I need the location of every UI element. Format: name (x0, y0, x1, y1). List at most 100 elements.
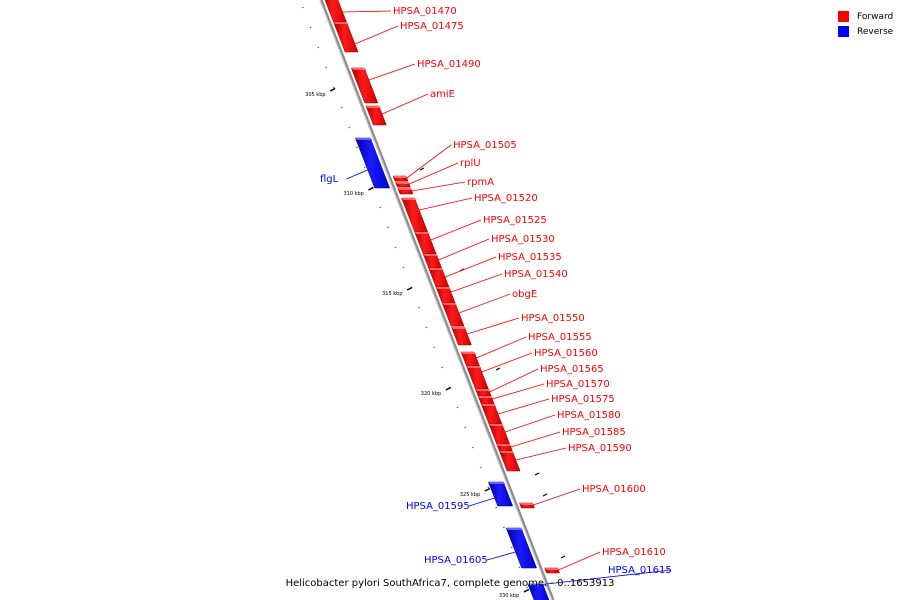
gene-feature[interactable] (422, 253, 443, 271)
minor-tick (332, 86, 335, 89)
minor-tick (510, 546, 513, 549)
minor-tick (309, 26, 312, 29)
gene-label[interactable]: HPSA_01600 (582, 484, 646, 495)
gene-leader-line (381, 93, 429, 115)
minor-tick (379, 206, 382, 209)
reverse-swatch (838, 26, 849, 37)
major-tick (445, 386, 452, 391)
minor-tick (464, 426, 467, 429)
gene-label[interactable]: rpmA (467, 177, 494, 188)
minor-tick (526, 586, 529, 589)
minor-tick (363, 166, 366, 169)
gene-leader-line (497, 398, 550, 415)
gene-label[interactable]: HPSA_01525 (483, 215, 547, 226)
major-tick (484, 487, 491, 492)
gene-label[interactable]: flgL (320, 174, 339, 185)
minor-tick (325, 66, 328, 69)
minor-tick (441, 366, 444, 369)
major-tick (406, 286, 413, 291)
gene-leader-line (438, 238, 490, 261)
gene-label[interactable]: HPSA_01570 (546, 379, 610, 390)
minor-tick (433, 346, 436, 349)
gene-leader-line (468, 497, 495, 507)
gene-label[interactable]: HPSA_01560 (534, 348, 598, 359)
gene-label[interactable]: HPSA_01610 (602, 547, 666, 558)
gene-leader-line (450, 273, 503, 293)
gene-label[interactable]: HPSA_01565 (540, 364, 604, 375)
gene-feature-shade (365, 106, 381, 108)
gene-feature-shade (499, 451, 515, 453)
gene-feature-shade (475, 389, 491, 391)
gene-label[interactable]: HPSA_01470 (393, 6, 457, 17)
gene-label[interactable]: HPSA_01615 (608, 565, 672, 576)
gene-leader-line (528, 569, 672, 587)
gene-leader-line (481, 352, 533, 373)
gene-label[interactable]: HPSA_01590 (568, 443, 632, 454)
gene-label[interactable]: amiE (430, 89, 455, 100)
minor-tick (487, 486, 490, 489)
legend-forward-label: Forward (857, 11, 894, 22)
feature-marker (560, 555, 566, 559)
gene-feature[interactable] (460, 351, 480, 367)
minor-tick (317, 46, 320, 49)
gene-feature-shade (461, 352, 477, 354)
minor-tick (502, 526, 505, 529)
genome-caption: Helicobacter pylori SouthAfrica7, comple… (285, 578, 615, 589)
gene-feature-shade (488, 424, 504, 426)
gene-feature-shade (506, 528, 524, 530)
major-tick (329, 87, 336, 92)
gene-label[interactable]: HPSA_01505 (453, 140, 517, 151)
legend-forward: Forward (838, 9, 893, 24)
gene-label[interactable]: HPSA_01475 (400, 21, 464, 32)
gene-label[interactable]: HPSA_01580 (557, 410, 621, 421)
feature-marker (542, 493, 548, 497)
gene-leader-line (368, 63, 416, 81)
gene-leader-line (533, 488, 581, 506)
gene-label[interactable]: HPSA_01530 (491, 234, 555, 245)
gene-feature-shade (397, 188, 413, 190)
legend-reverse: Reverse (838, 24, 893, 39)
minor-tick (301, 6, 304, 9)
gene-leader-line (476, 336, 527, 359)
gene-feature-shade (544, 568, 560, 570)
gene-label[interactable]: HPSA_01490 (417, 59, 481, 70)
gene-feature-shade (496, 444, 512, 446)
gene-label[interactable]: HPSA_01540 (504, 269, 568, 280)
gene-label[interactable]: HPSA_01605 (424, 555, 488, 566)
gene-feature-shade (478, 396, 494, 398)
gene-label[interactable]: HPSA_01585 (562, 427, 626, 438)
tick-label: 315 kbp (382, 291, 402, 297)
gene-feature-shade (423, 254, 439, 256)
gene-feature-shade (519, 503, 535, 505)
minor-tick (425, 326, 428, 329)
gene-leader-line (408, 162, 459, 185)
gene-feature-shade (414, 232, 430, 234)
gene-leader-line (489, 368, 539, 393)
minor-tick (340, 106, 343, 109)
gene-label[interactable]: obgE (512, 289, 537, 300)
axis-ticks: 305 kbp 310 kbp 315 kbp 320 kbp 325 kbp 330 k… (301, 6, 566, 599)
gene-label[interactable]: HPSA_01550 (521, 313, 585, 324)
legend-reverse-label: Reverse (857, 26, 894, 37)
gene-label[interactable]: HPSA_01555 (528, 332, 592, 343)
gene-feature-shade (355, 138, 373, 140)
gene-label[interactable]: HPSA_01535 (498, 252, 562, 263)
gene-label[interactable]: HPSA_01595 (406, 501, 470, 512)
gene-label[interactable]: HPSA_01575 (551, 394, 615, 405)
gene-feature-shade (435, 287, 451, 289)
gene-feature-shade (428, 268, 444, 270)
minor-tick (394, 246, 397, 249)
gene-leader-line (444, 256, 497, 278)
feature-marker (534, 472, 540, 476)
gene-feature-shade (442, 303, 458, 305)
legend: Forward Reverse (838, 9, 893, 39)
minor-tick (355, 146, 359, 149)
minor-tick (518, 566, 521, 569)
gene-leader-line (458, 293, 511, 314)
gene-feature[interactable] (333, 21, 359, 53)
gene-feature-shade (451, 327, 467, 329)
gene-label[interactable]: HPSA_01520 (474, 193, 538, 204)
minor-tick (456, 406, 459, 409)
gene-label[interactable]: rplU (460, 158, 481, 169)
